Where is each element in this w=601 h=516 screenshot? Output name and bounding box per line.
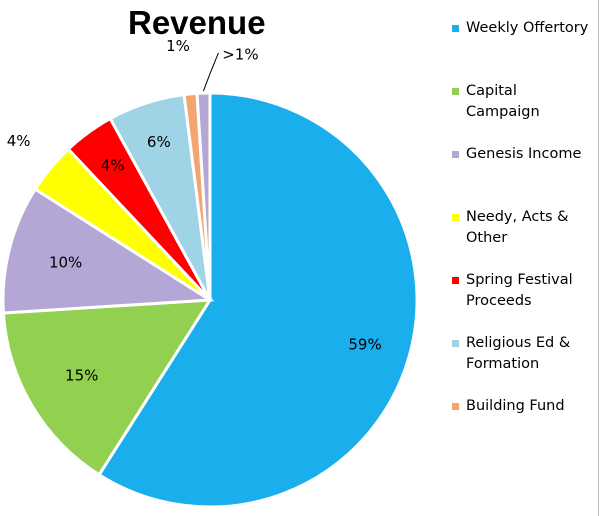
legend-label: Religious Ed & Formation xyxy=(466,335,571,372)
pie-data-labels: 59% 15% 10% 4% 4% 6% 1% >1% xyxy=(7,37,382,384)
data-label-6: 1% xyxy=(166,37,190,55)
legend-label: Weekly Offertory xyxy=(466,20,589,36)
data-label-4: 4% xyxy=(101,157,125,175)
data-label-3: 4% xyxy=(7,132,31,150)
legend-swatch xyxy=(452,403,459,410)
data-label-5: 6% xyxy=(147,133,171,151)
legend-item: Building Fund xyxy=(436,392,592,455)
chart-title: Revenue xyxy=(128,4,266,41)
legend-label: Spring Festival Proceeds xyxy=(466,272,573,309)
legend-item: Needy, Acts & Other xyxy=(436,203,592,266)
leader-line xyxy=(202,52,219,92)
legend-label: Genesis Income xyxy=(466,146,582,162)
legend-swatch xyxy=(452,277,459,284)
legend-label: Needy, Acts & Other xyxy=(466,209,569,246)
legend-item: Weekly Offertory xyxy=(436,14,592,77)
pie-slice-capital-campaign xyxy=(1,298,213,477)
data-label-1: 15% xyxy=(65,366,98,384)
pie-slice-genesis-income xyxy=(1,187,215,315)
legend-label: Capital Campaign xyxy=(466,83,540,120)
pie-slice-weekly-offertory xyxy=(97,91,419,509)
pie-slices xyxy=(1,91,419,509)
data-label-7: >1% xyxy=(222,45,258,63)
legend-item: Religious Ed & Formation xyxy=(436,329,592,392)
data-label-0: 59% xyxy=(348,336,381,354)
legend-item: Genesis Income xyxy=(436,140,592,203)
legend-item: Spring Festival Proceeds xyxy=(436,266,592,329)
legend-swatch xyxy=(452,214,459,221)
chart-border xyxy=(598,0,599,516)
legend-swatch xyxy=(452,88,459,95)
legend-label: Building Fund xyxy=(466,398,565,414)
chart-legend: Weekly Offertory Capital Campaign Genesis … xyxy=(436,14,592,455)
data-label-2: 10% xyxy=(49,253,82,271)
legend-swatch xyxy=(452,25,459,32)
pie-slice-other-small xyxy=(195,91,212,301)
legend-item: Capital Campaign xyxy=(436,77,592,140)
legend-swatch xyxy=(452,340,459,347)
legend-swatch xyxy=(452,151,459,158)
